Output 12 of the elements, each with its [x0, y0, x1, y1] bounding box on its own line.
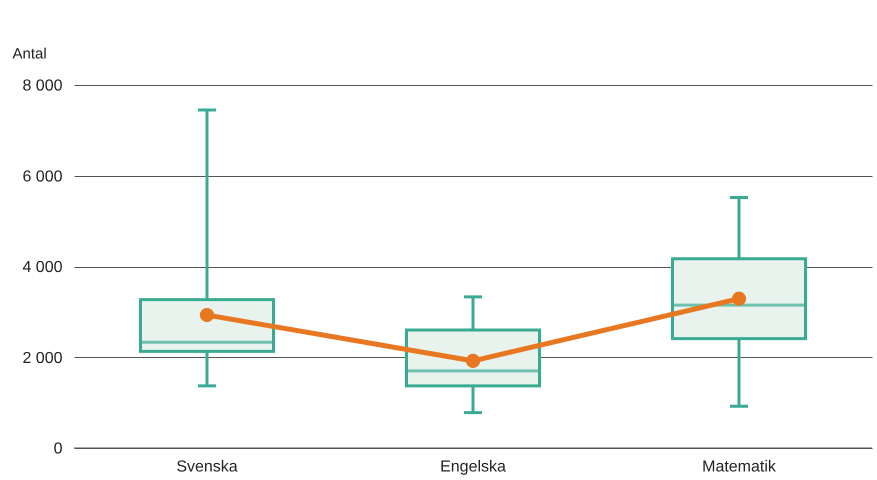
- x-tick-label: Matematik: [702, 458, 777, 476]
- y-tick-label: 2 000: [22, 350, 63, 367]
- x-tick-label: Svenska: [176, 458, 238, 476]
- point: [200, 308, 214, 322]
- x-tick-label: Engelska: [440, 458, 506, 476]
- point: [732, 292, 746, 306]
- y-tick-label: 6 000: [22, 168, 63, 186]
- y-tick-label: 0: [54, 440, 63, 458]
- point: [466, 354, 480, 368]
- y-tick-label: 8 000: [22, 78, 63, 94]
- y-tick-label: 4 000: [22, 259, 63, 276]
- y-axis-title: Antal: [12, 46, 47, 62]
